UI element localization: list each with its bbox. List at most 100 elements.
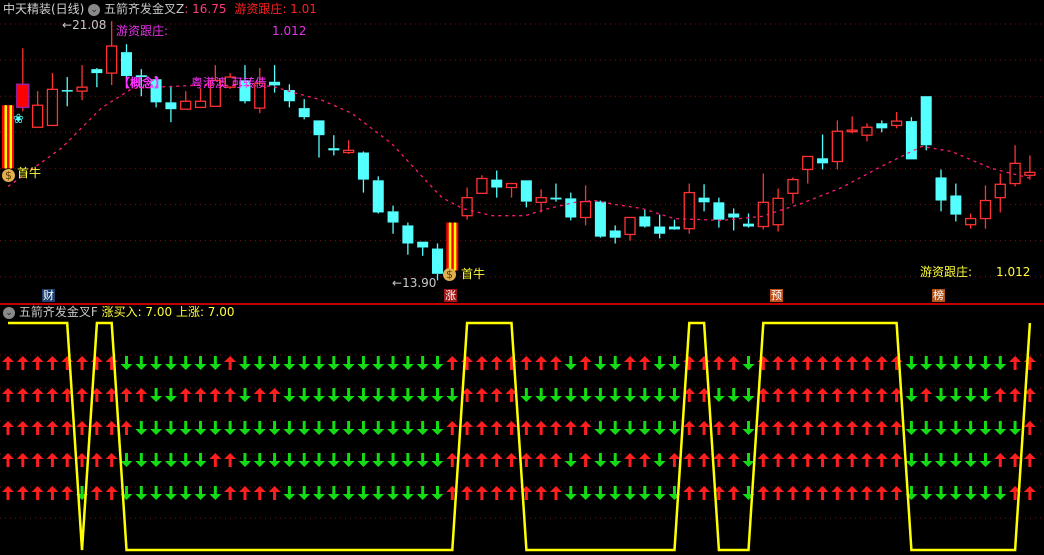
up-arrow-icon — [1023, 421, 1036, 435]
down-arrow-icon — [964, 356, 977, 370]
down-arrow-icon — [253, 356, 266, 370]
down-arrow-icon — [135, 421, 148, 435]
down-arrow-icon — [327, 421, 340, 435]
candle-body — [269, 81, 281, 86]
up-arrow-icon — [1009, 453, 1022, 467]
up-arrow-icon — [475, 453, 488, 467]
candle — [61, 77, 73, 107]
up-arrow-icon — [194, 388, 207, 402]
candle — [180, 91, 192, 110]
indicator-panel-name: 五箭齐发金叉F — [18, 305, 98, 319]
up-arrow-icon — [461, 486, 474, 500]
candle — [905, 117, 917, 160]
up-arrow-icon — [801, 421, 814, 435]
down-arrow-icon — [1009, 421, 1022, 435]
up-arrow-icon — [727, 486, 740, 500]
down-arrow-icon — [164, 388, 177, 402]
up-arrow-icon — [994, 453, 1007, 467]
low-price-label: ←13.90 — [392, 276, 436, 290]
up-arrow-icon — [61, 421, 74, 435]
candle-body — [594, 201, 606, 237]
limit-up-stripe — [9, 105, 12, 169]
up-arrow-icon — [727, 453, 740, 467]
up-arrow-icon — [461, 356, 474, 370]
down-arrow-icon — [712, 388, 725, 402]
candle — [135, 69, 147, 97]
up-arrow-icon — [90, 453, 103, 467]
candle — [979, 185, 992, 229]
down-arrow-icon — [979, 421, 992, 435]
low-price-value: 13.90 — [402, 276, 437, 290]
down-arrow-icon — [179, 453, 192, 467]
badge-limit-up[interactable]: 涨 — [444, 289, 457, 302]
candle — [2, 105, 14, 169]
up-arrow-icon — [461, 388, 474, 402]
panel-divider[interactable] — [0, 303, 1044, 305]
up-arrow-icon — [757, 356, 770, 370]
candle — [787, 177, 799, 204]
up-arrow-icon — [698, 356, 711, 370]
up-arrow-icon — [446, 453, 459, 467]
down-arrow-icon — [905, 421, 918, 435]
candle — [239, 65, 251, 104]
up-arrow-icon — [76, 388, 89, 402]
up-arrow-icon — [846, 356, 859, 370]
down-arrow-icon — [135, 486, 148, 500]
first-bull-label-2: 首牛 — [461, 267, 486, 281]
down-arrow-icon — [401, 421, 414, 435]
up-arrow-icon — [105, 388, 118, 402]
moving-average-line — [7, 84, 1032, 222]
badge-forecast[interactable]: 预 — [770, 289, 783, 302]
down-arrow-icon — [979, 453, 992, 467]
down-arrow-icon — [164, 421, 177, 435]
chevron-down-circle-icon[interactable]: ⌄ — [3, 306, 15, 319]
candle-body — [802, 155, 814, 171]
candle — [194, 88, 207, 109]
down-arrow-icon — [520, 388, 533, 402]
up-arrow-icon — [772, 486, 785, 500]
down-arrow-icon — [401, 486, 414, 500]
badge-finance[interactable]: 财 — [42, 289, 55, 302]
down-arrow-icon — [624, 421, 637, 435]
up-arrow-icon — [520, 421, 533, 435]
up-arrow-icon — [46, 486, 59, 500]
youzi-label: 游资跟庄 — [234, 2, 283, 16]
down-arrow-icon — [564, 453, 577, 467]
down-arrow-icon — [920, 421, 933, 435]
badge-ranking[interactable]: 榜 — [932, 289, 945, 302]
up-arrow-icon — [712, 356, 725, 370]
up-arrow-icon — [549, 356, 562, 370]
candle-body — [772, 197, 784, 226]
first-bull-label: 首牛 — [17, 166, 42, 180]
up-arrow-icon — [786, 486, 799, 500]
down-arrow-icon — [668, 356, 681, 370]
down-arrow-icon — [935, 421, 948, 435]
down-arrow-icon — [609, 356, 622, 370]
candle-body — [668, 226, 680, 230]
up-arrow-icon — [224, 453, 237, 467]
up-arrow-icon — [920, 388, 933, 402]
up-arrow-icon — [757, 453, 770, 467]
up-arrow-icon — [786, 388, 799, 402]
candle — [372, 176, 384, 214]
up-arrow-icon — [683, 453, 696, 467]
up-arrow-icon — [461, 453, 474, 467]
up-arrow-icon — [816, 486, 829, 500]
limit-up-stripe — [4, 105, 7, 169]
candle — [772, 188, 784, 232]
down-arrow-icon — [372, 421, 385, 435]
up-arrow-icon — [520, 486, 533, 500]
candle — [861, 123, 873, 142]
candle — [520, 180, 532, 208]
candle-body — [283, 90, 295, 102]
up-arrow-icon — [105, 421, 118, 435]
up-arrow-icon — [31, 356, 44, 370]
down-arrow-icon — [209, 356, 222, 370]
up-arrow-icon — [860, 421, 873, 435]
candle — [402, 222, 414, 255]
candle-body — [106, 45, 118, 74]
chevron-down-circle-icon[interactable]: ⌄ — [88, 3, 101, 16]
candlestick-chart[interactable] — [0, 0, 1044, 303]
up-arrow-icon — [209, 453, 222, 467]
candle — [357, 151, 369, 193]
